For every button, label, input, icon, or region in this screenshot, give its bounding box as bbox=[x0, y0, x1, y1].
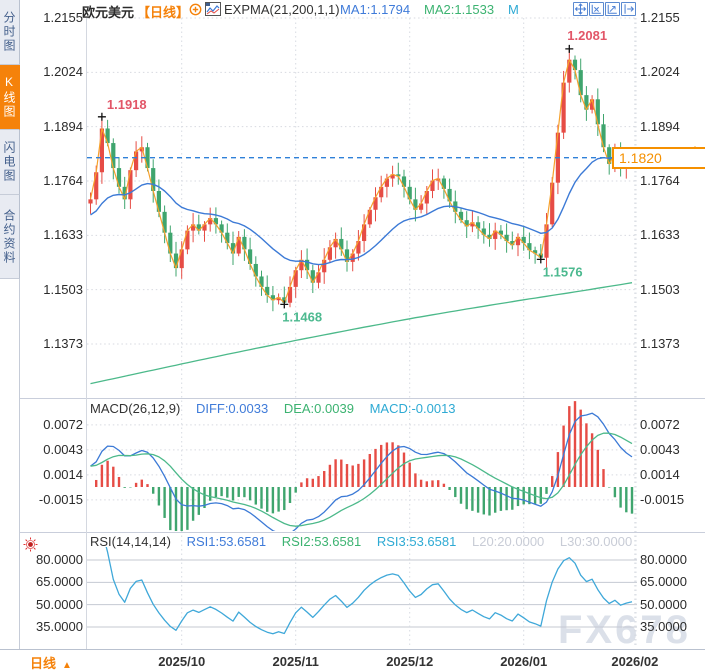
crosshair-move-icon[interactable] bbox=[573, 2, 588, 16]
triangle-up-icon: ▲ bbox=[62, 660, 72, 671]
period-selector-label: 日线 bbox=[30, 656, 57, 671]
sidebar-tab-timeline-chart[interactable]: 分时图 bbox=[0, 0, 20, 65]
svg-text:1.1576: 1.1576 bbox=[543, 264, 583, 279]
trend-tool-icon[interactable] bbox=[605, 2, 620, 16]
month-gridlines bbox=[181, 18, 637, 648]
sidebar-tab-label: 分时图 bbox=[2, 11, 16, 53]
rsi-line bbox=[105, 547, 633, 635]
svg-text:1.1918: 1.1918 bbox=[107, 97, 147, 112]
sidebar-tab-lightning-chart[interactable]: 闪电图 bbox=[0, 130, 20, 195]
macd-histogram bbox=[89, 401, 634, 531]
price-annotations: 1.1918 1.2081 1.1576 1.1468 bbox=[97, 28, 607, 324]
ema21-line bbox=[90, 156, 633, 266]
macd-diff-line bbox=[90, 412, 633, 531]
period-selector[interactable]: 日线 ▲ bbox=[30, 653, 72, 671]
fx678-watermark: FX678 bbox=[558, 608, 691, 652]
sidebar-tab-candlestick-chart[interactable]: K线图 bbox=[0, 65, 20, 130]
sidebar-empty-area bbox=[0, 279, 20, 650]
sidebar-tab-label: 合约资料 bbox=[2, 208, 16, 265]
sidebar-tab-label: K线图 bbox=[2, 75, 16, 119]
pane-borders bbox=[0, 18, 705, 650]
svg-text:1.1468: 1.1468 bbox=[282, 309, 322, 324]
next-page-icon[interactable] bbox=[621, 2, 636, 16]
sidebar-tab-label: 闪电图 bbox=[2, 141, 16, 183]
left-tab-sidebar: 分时图 K线图 闪电图 合约资料 bbox=[0, 0, 20, 671]
macd-dea-line bbox=[90, 432, 633, 527]
ema200-line bbox=[90, 282, 633, 385]
zoom-region-icon[interactable] bbox=[589, 2, 604, 16]
price-marker-icon bbox=[689, 146, 701, 159]
svg-text:1.2081: 1.2081 bbox=[567, 28, 607, 43]
close-price-line bbox=[89, 59, 633, 304]
time-axis-bar: 日线 ▲ bbox=[0, 650, 705, 671]
gridlines bbox=[87, 17, 637, 628]
sidebar-tab-contract-info[interactable]: 合约资料 bbox=[0, 195, 20, 279]
